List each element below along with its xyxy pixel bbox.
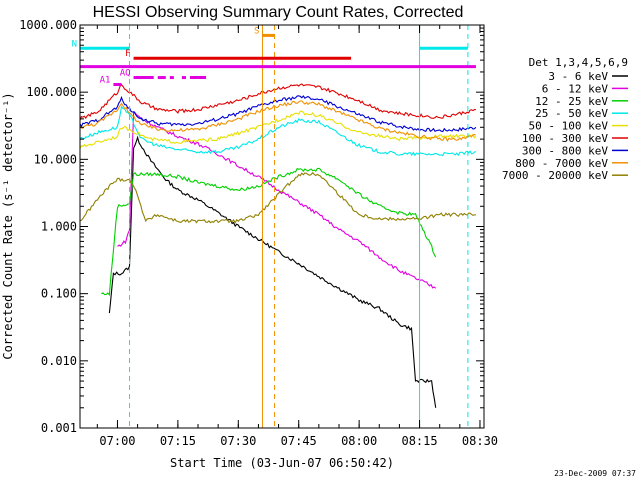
chart-title: HESSI Observing Summary Count Rates, Cor…	[93, 4, 464, 21]
legend-label: 800 - 7000 keV	[515, 157, 608, 170]
legend-label: 25 - 50 keV	[535, 107, 608, 120]
x-tick-label: 08:30	[462, 434, 498, 448]
x-tick-label: 07:30	[220, 434, 256, 448]
x-axis-label: Start Time (03-Jun-07 06:50:42)	[170, 456, 394, 470]
legend-label: 3 - 6 keV	[548, 70, 608, 83]
x-tick-label: 07:45	[281, 434, 317, 448]
y-axis: 1000.000 100.000 10.000 1.000 0.100 0.010 0.00…	[19, 18, 484, 435]
legend-label: 6 - 12 keV	[542, 82, 609, 95]
legend-label: 12 - 25 keV	[535, 95, 608, 108]
y-axis-label: Corrected Count Rate (s⁻¹ detector⁻¹)	[1, 92, 15, 359]
y-tick-label: 0.100	[41, 287, 77, 301]
y-tick-label: 0.010	[41, 354, 77, 368]
flag-label: A1	[100, 76, 111, 86]
legend-label: 50 - 100 keV	[529, 120, 609, 133]
flag-label: F	[125, 49, 130, 59]
series-line	[80, 110, 477, 149]
x-tick-label: 07:00	[99, 434, 135, 448]
x-tick-label: 08:00	[341, 434, 377, 448]
series-line	[101, 167, 437, 297]
series-line	[80, 105, 477, 157]
y-tick-label: 1.000	[41, 220, 77, 234]
legend-label: 7000 - 20000 keV	[502, 169, 608, 182]
flag-label: N	[72, 39, 77, 49]
series-group	[80, 83, 477, 408]
y-tick-label: 10.000	[34, 152, 77, 166]
date-stamp: 23-Dec-2009 07:37	[554, 469, 636, 478]
plot-frame	[79, 24, 485, 429]
flag-label: S	[254, 26, 259, 36]
legend-label: 100 - 300 keV	[522, 132, 608, 145]
vertical-markers	[79, 25, 469, 428]
x-tick-label: 07:15	[160, 434, 196, 448]
flag-bars: N S F AQ A1	[72, 26, 476, 87]
flag-label: AQ	[120, 69, 131, 79]
series-line	[80, 100, 477, 142]
y-tick-label: 100.000	[26, 85, 77, 99]
series-line	[80, 83, 476, 121]
x-axis: 07:00 07:15 07:30 07:45 08:00 08:15 08:30	[96, 25, 498, 448]
legend-label: 300 - 800 keV	[522, 144, 608, 157]
legend-title: Det 1,3,4,5,6,9	[529, 56, 628, 69]
series-line	[80, 171, 476, 224]
x-tick-label: 08:15	[401, 434, 437, 448]
y-tick-label: 0.001	[41, 421, 77, 435]
series-line	[80, 95, 477, 133]
y-tick-label: 1000.000	[19, 18, 77, 32]
plot-area: N S F AQ A1 1000.000 100.000 10.000 1.000 0.100 0…	[19, 18, 498, 448]
series-line	[117, 112, 437, 289]
